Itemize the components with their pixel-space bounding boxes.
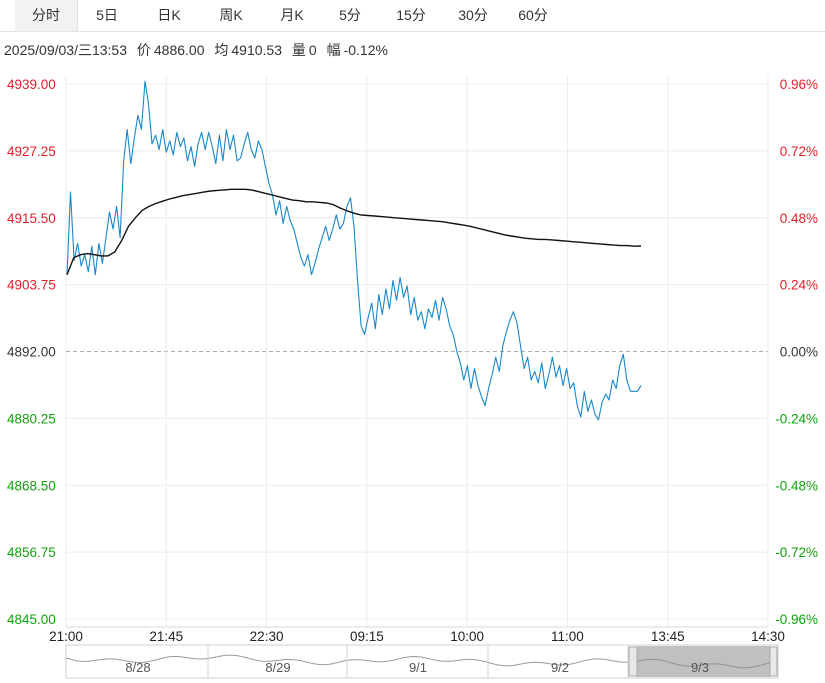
pct-tick-label: 0.96% — [780, 77, 818, 92]
tab-6[interactable]: 15分 — [396, 7, 426, 23]
pct-tick-label: 0.24% — [780, 278, 818, 293]
navigator-date-label: 9/2 — [551, 660, 569, 675]
vol-label: 量 — [291, 42, 306, 58]
tab-1[interactable]: 5日 — [96, 7, 118, 23]
avg-label: 均 — [214, 42, 229, 58]
tab-5[interactable]: 5分 — [339, 7, 361, 23]
x-tick-label: 10:00 — [450, 629, 484, 644]
x-tick-label: 22:30 — [250, 629, 284, 644]
navigator-selection — [637, 646, 770, 677]
y-tick-label: 4880.25 — [7, 411, 56, 426]
x-tick-label: 13:45 — [651, 629, 685, 644]
x-tick-label: 21:45 — [149, 629, 183, 644]
x-tick-label: 21:00 — [49, 629, 83, 644]
x-tick-label: 09:15 — [350, 629, 384, 644]
y-tick-label: 4856.75 — [7, 545, 56, 560]
period-tabs: 分时 5日 日K 周K 月K 5分 15分 30分 60分 — [0, 0, 825, 32]
average-line — [66, 188, 642, 275]
tab-2[interactable]: 日K — [157, 7, 181, 23]
vol-value: 0 — [308, 42, 317, 58]
price-line — [66, 80, 642, 421]
tab-8[interactable]: 60分 — [518, 7, 548, 23]
x-tick-label: 11:00 — [551, 629, 584, 644]
y-tick-label: 4868.50 — [7, 478, 56, 493]
tab-3[interactable]: 周K — [219, 7, 243, 23]
navigator-date-label: 9/3 — [691, 660, 709, 675]
navigator-handle-left[interactable] — [628, 646, 638, 677]
y-tick-label: 4845.00 — [7, 612, 56, 627]
chg-value: -0.12% — [343, 42, 388, 58]
pct-tick-label: 0.00% — [780, 345, 818, 360]
x-tick-label: 14:30 — [751, 629, 785, 644]
navigator-date-label: 9/1 — [409, 660, 427, 675]
y-tick-label: 4915.50 — [7, 211, 56, 226]
pct-tick-label: -0.72% — [775, 545, 818, 560]
quote-datetime: 2025/09/03/三13:53 — [4, 42, 127, 58]
y-tick-label: 4939.00 — [7, 77, 56, 92]
navigator-handle-right[interactable] — [769, 646, 778, 677]
y-tick-label: 4927.25 — [7, 144, 56, 159]
price-value: 4886.00 — [153, 42, 205, 58]
chg-label: 幅 — [326, 42, 341, 58]
navigator-date-label: 8/28 — [125, 660, 150, 675]
pct-tick-label: 0.48% — [780, 211, 818, 226]
navigator-date-label: 8/29 — [265, 660, 290, 675]
pct-tick-label: -0.24% — [775, 411, 818, 426]
y-tick-label: 4903.75 — [7, 278, 56, 293]
price-label: 价 — [136, 42, 151, 58]
pct-tick-label: -0.48% — [775, 478, 818, 493]
y-tick-label: 4892.00 — [7, 345, 56, 360]
tab-7[interactable]: 30分 — [458, 7, 488, 23]
avg-value: 4910.53 — [231, 42, 282, 58]
pct-tick-label: -0.96% — [775, 612, 818, 627]
tab-4[interactable]: 月K — [280, 7, 304, 23]
pct-tick-label: 0.72% — [780, 144, 818, 159]
tab-0[interactable]: 分时 — [15, 0, 78, 31]
